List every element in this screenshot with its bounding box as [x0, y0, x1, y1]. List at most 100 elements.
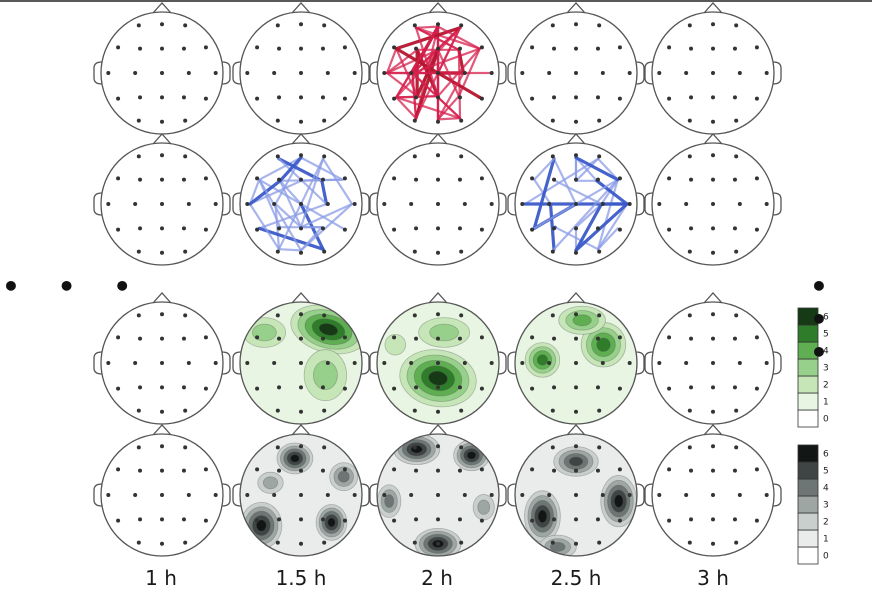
electrode-dot — [342, 386, 347, 391]
electrode-dot — [457, 46, 462, 51]
electrode-dot — [462, 361, 467, 365]
electrode-dot — [734, 118, 739, 123]
right-ear — [772, 483, 782, 507]
connectivity-edge — [574, 157, 600, 182]
electrode-dot — [436, 177, 440, 182]
electrode-dot — [412, 118, 417, 123]
electrode-dot — [689, 468, 694, 473]
electrode-dot — [299, 177, 303, 182]
electrode-dot — [181, 468, 186, 473]
electrode-dot — [479, 176, 484, 181]
connectivity-edge — [248, 202, 281, 251]
electrode-dot — [550, 23, 555, 28]
electrode-dot — [255, 386, 260, 391]
electrode-dot — [160, 177, 164, 182]
electrode-dot — [754, 227, 759, 232]
topomap-contour — [290, 454, 300, 463]
electrode-dot — [457, 385, 462, 390]
connectivity-edge — [552, 157, 578, 206]
electrode-dot — [547, 361, 552, 365]
electrode-dot — [136, 313, 141, 318]
electrode-dot — [689, 517, 694, 522]
connectivity-edge — [595, 179, 629, 206]
electrode-dot — [392, 518, 397, 523]
connectivity-edge — [279, 179, 303, 206]
electrode-dot — [277, 468, 282, 473]
electrode-dot — [275, 23, 280, 28]
electrode-dot — [574, 361, 578, 365]
scalp-content — [515, 434, 637, 556]
electrode-dot — [299, 202, 303, 206]
electrode-dot — [627, 71, 632, 75]
connectivity-edge — [533, 178, 552, 206]
nose-outline — [152, 292, 172, 304]
scalp-outline — [239, 433, 363, 557]
electrode-dot — [203, 96, 208, 101]
electrode-dot — [732, 468, 737, 473]
colorbar-tick: 2 — [823, 381, 829, 391]
electrode-dot — [414, 385, 419, 390]
electrode-dot — [667, 45, 672, 50]
nose-outline — [703, 292, 723, 304]
electrode-dot — [320, 468, 325, 473]
electrode-dot — [595, 95, 600, 100]
electrode-dot — [116, 518, 121, 523]
electrode-dot — [160, 468, 164, 473]
topomap-contour — [613, 494, 624, 508]
electrode-dot — [550, 249, 555, 254]
electrode-dot — [667, 227, 672, 232]
connectivity-edge — [552, 178, 619, 251]
electrode-dot — [732, 177, 737, 182]
electrode-dot — [595, 46, 600, 51]
electrode-dot — [436, 312, 440, 317]
electrode-dot — [436, 409, 440, 414]
electrode-dot — [711, 250, 715, 255]
head-map — [93, 424, 231, 557]
electrode-dot — [436, 517, 440, 522]
scalp-content — [240, 302, 362, 424]
electrode-dot — [547, 493, 552, 497]
electrode-dot — [342, 335, 347, 340]
head-map — [232, 424, 370, 557]
electrode-dot — [600, 71, 605, 75]
electrode-dot — [734, 445, 739, 450]
electrode-dot — [414, 468, 419, 473]
electrode-dot — [436, 202, 440, 206]
colorbar-tick: 0 — [823, 415, 829, 425]
electrode-dot — [711, 493, 715, 497]
colorbar-swatch — [797, 409, 819, 428]
electrode-dot — [687, 313, 692, 318]
head-map — [369, 424, 507, 557]
electrode-dot — [245, 202, 250, 206]
electrode-dot — [552, 385, 557, 390]
electrode-dot — [627, 361, 632, 365]
electrode-dot — [414, 336, 419, 341]
electrode-dot — [299, 541, 303, 546]
electrode-dot — [245, 493, 250, 497]
electrode-dot — [320, 517, 325, 522]
electrode-dot — [245, 361, 250, 365]
electrode-dot — [657, 71, 662, 75]
electrode-dot — [392, 176, 397, 181]
left-ear — [369, 483, 379, 507]
electrode-dot — [457, 517, 462, 522]
connectivity-edge — [596, 227, 619, 251]
electrode-dot — [136, 154, 141, 159]
electrode-dot — [106, 361, 111, 365]
electrode-dot — [552, 468, 557, 473]
topomap-contour — [568, 456, 584, 467]
connectivity-edge — [414, 26, 440, 98]
electrode-dot — [574, 153, 578, 158]
colorbar-tick: 4 — [823, 347, 829, 357]
electrode-dot — [160, 202, 164, 206]
left-ear — [93, 351, 103, 375]
electrode-dot — [342, 96, 347, 101]
connectivity-edge — [554, 226, 600, 251]
electrode-dot — [277, 226, 282, 231]
electrode-dot — [711, 444, 715, 449]
electrode-dot — [574, 22, 578, 27]
electrode-dot — [462, 202, 467, 206]
left-ear — [232, 351, 242, 375]
electrode-dot — [597, 154, 602, 159]
electrode-dot — [732, 46, 737, 51]
